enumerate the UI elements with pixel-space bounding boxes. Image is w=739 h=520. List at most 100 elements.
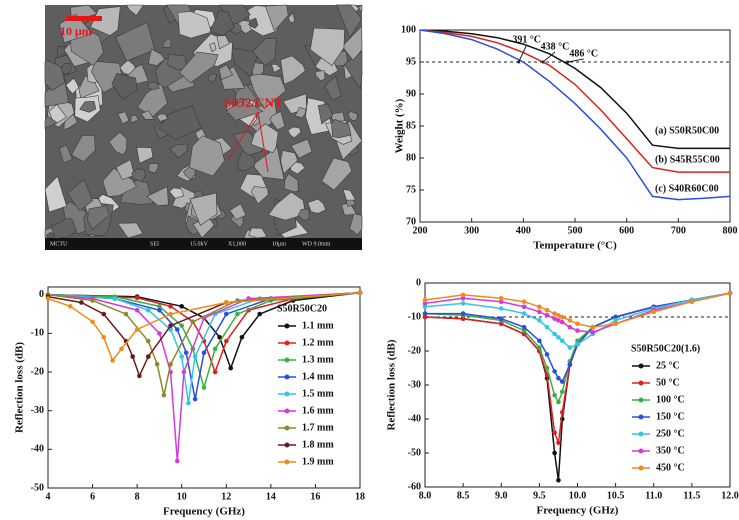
sem-grain (79, 100, 97, 113)
series-marker (157, 304, 162, 309)
series-line (48, 292, 360, 404)
sem-grain (156, 113, 169, 122)
y-tick-label: 85 (406, 120, 416, 131)
series-marker (590, 324, 596, 330)
series-line (48, 292, 360, 461)
series-marker (157, 307, 162, 313)
y-tick-label: -10 (31, 328, 44, 339)
legend-marker (638, 465, 644, 471)
series-marker (559, 338, 565, 344)
series-marker (112, 296, 118, 301)
series-line (48, 292, 360, 400)
sem-grain (136, 146, 154, 164)
series-marker (79, 300, 84, 305)
sem-info-label: MCTU (50, 241, 68, 247)
series-marker (181, 369, 187, 375)
series-marker (575, 341, 580, 347)
series-marker (552, 430, 557, 435)
sem-grain (189, 135, 225, 177)
series-marker (556, 313, 561, 318)
sem-grain (115, 159, 135, 180)
series-marker (521, 324, 527, 330)
sem-grain (146, 186, 169, 207)
legend-marker (638, 363, 644, 369)
x-tick-label: 14 (266, 491, 276, 502)
sem-grain (315, 70, 326, 82)
y-axis-title: Reflection loss (dB) (14, 342, 26, 433)
annotation-pointer (567, 58, 584, 63)
sem-grain (117, 222, 144, 239)
series-marker (90, 298, 95, 303)
sem-grain (58, 144, 73, 164)
series-marker (168, 304, 173, 309)
series-line (48, 292, 360, 375)
legend-label: 1.1 mm (302, 320, 334, 331)
legend-label: 1.2 mm (302, 337, 334, 348)
sem-grain (283, 173, 299, 193)
sem-grain (287, 12, 296, 24)
sem-grain (287, 126, 302, 139)
x-tick-label: 9.0 (495, 490, 508, 501)
y-tick-label: -20 (408, 345, 421, 356)
sem-grain (208, 72, 217, 83)
series-marker (186, 400, 191, 406)
legend-marker (284, 442, 290, 448)
sem-grain (140, 110, 155, 120)
annotation: 391 °C (512, 34, 541, 45)
sem-grain (111, 73, 138, 100)
sem-grain (209, 42, 217, 53)
sem-grain (192, 216, 215, 239)
series-marker (137, 373, 142, 379)
series-marker (521, 299, 527, 305)
series-marker (613, 314, 618, 320)
y-tick-label: -40 (31, 444, 44, 455)
series-marker (192, 354, 198, 359)
series-marker (567, 324, 573, 330)
legend-marker (638, 380, 644, 386)
x-tick-label: 200 (413, 225, 428, 236)
sem-grain (341, 202, 358, 216)
series-marker (422, 297, 428, 303)
series-line (48, 292, 360, 391)
sem-image: 10 μm SiO2/CNT MCTU SEI 15.0kV X1,000 10μm WD… (44, 4, 363, 250)
legend-title: S50R50C20(1.6) (631, 343, 700, 354)
x-tick-label: 600 (619, 225, 634, 236)
sem-grain (317, 103, 334, 125)
plot-frame (47, 286, 361, 489)
sem-grain (108, 131, 128, 156)
x-tick-label: 11.0 (645, 490, 662, 501)
series-marker (498, 306, 504, 311)
plot-frame (424, 282, 731, 488)
sem-grain (71, 135, 96, 163)
legend-label: 1.6 mm (302, 405, 334, 416)
legend-marker (284, 425, 290, 431)
legend-label: 1.3 mm (302, 354, 334, 365)
series-marker (235, 311, 240, 317)
series-marker (134, 327, 140, 332)
series-marker (689, 299, 695, 305)
y-axis-title: Reflection loss (dB) (386, 339, 398, 430)
legend-label: 1.8 mm (302, 439, 334, 450)
series-marker (190, 319, 196, 325)
x-axis-title: Frequency (GHz) (163, 506, 245, 518)
series-marker (257, 311, 263, 317)
series-marker (460, 292, 466, 298)
sem-grain (309, 27, 345, 67)
sem-grain (229, 203, 247, 220)
legend-label: 150 °C (656, 411, 685, 422)
sem-grain (168, 143, 189, 159)
series-marker (223, 300, 229, 305)
sem-grain (167, 53, 187, 71)
sem-grain (324, 75, 342, 101)
series-marker (168, 362, 173, 367)
series-marker (613, 318, 618, 323)
legend-label: 1.5 mm (302, 388, 334, 399)
x-tick-label: 6 (90, 491, 95, 502)
series-marker (101, 334, 107, 340)
series-marker (651, 309, 657, 315)
series-marker (521, 328, 527, 333)
series-marker (174, 327, 180, 332)
series-marker (67, 304, 73, 309)
y-tick-label: 100 (401, 24, 416, 35)
